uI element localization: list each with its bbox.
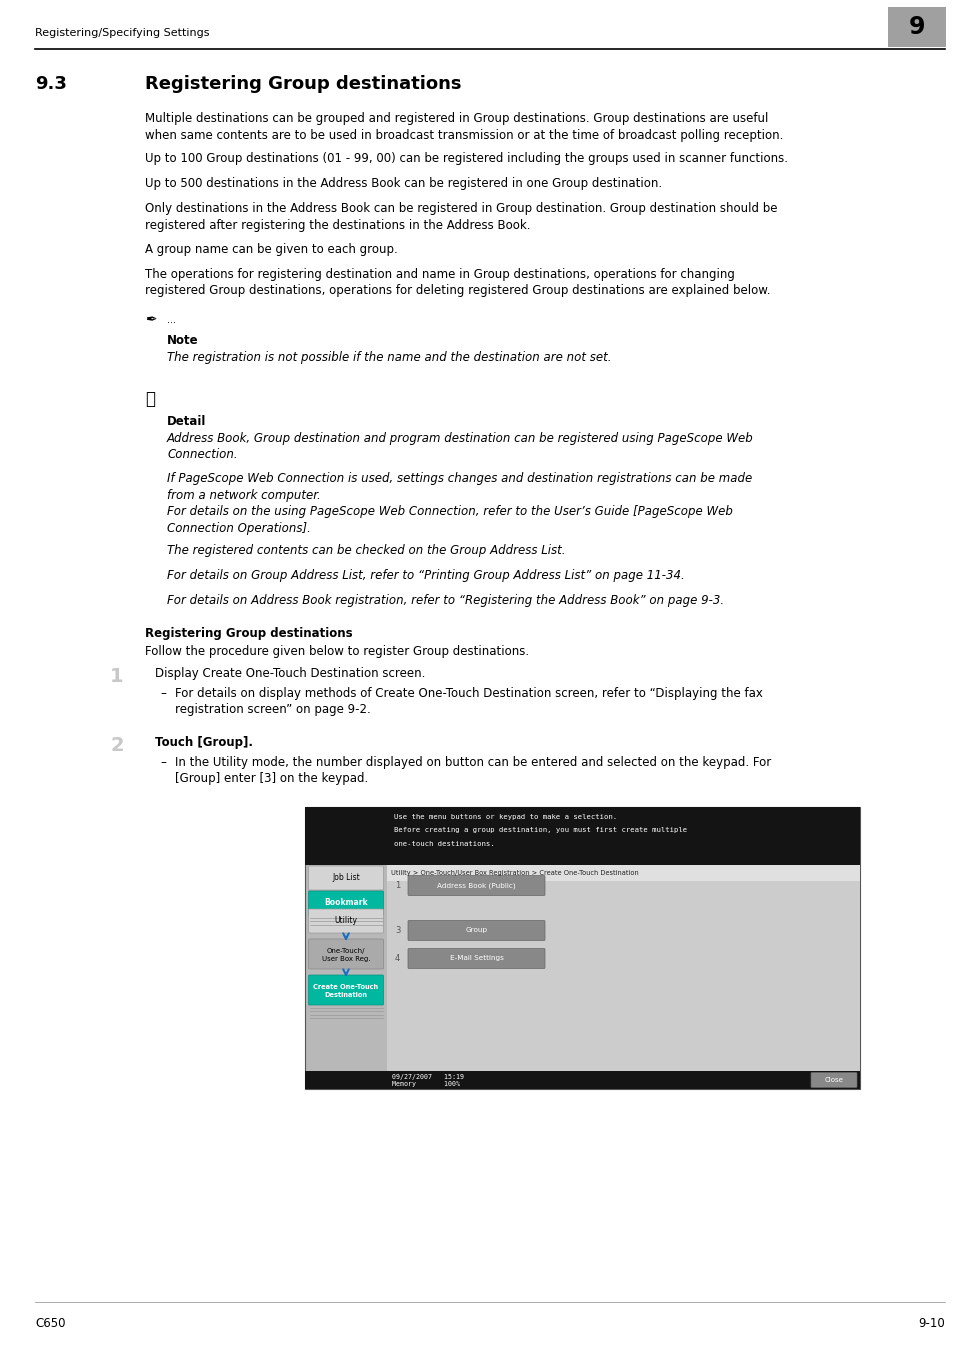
- Text: Detail: Detail: [167, 414, 206, 428]
- FancyBboxPatch shape: [408, 876, 544, 895]
- Text: Address Book, Group destination and program destination can be registered using : Address Book, Group destination and prog…: [167, 432, 753, 462]
- FancyBboxPatch shape: [408, 949, 544, 968]
- Text: Registering Group destinations: Registering Group destinations: [145, 626, 353, 640]
- Text: 🔍: 🔍: [145, 390, 154, 408]
- Text: Registering/Specifying Settings: Registering/Specifying Settings: [35, 28, 210, 38]
- Text: If PageScope Web Connection is used, settings changes and destination registrati: If PageScope Web Connection is used, set…: [167, 472, 752, 535]
- Text: 1: 1: [110, 667, 124, 686]
- FancyBboxPatch shape: [308, 975, 383, 1004]
- Text: User Box Reg.: User Box Reg.: [321, 956, 370, 963]
- Text: Address Book (Public): Address Book (Public): [436, 883, 516, 888]
- Text: Create One-Touch: Create One-Touch: [314, 984, 378, 990]
- Text: Utility > One-Touch/User Box Registration > Create One-Touch Destination: Utility > One-Touch/User Box Registratio…: [391, 871, 639, 876]
- Text: A group name can be given to each group.: A group name can be given to each group.: [145, 243, 397, 256]
- Text: Follow the procedure given below to register Group destinations.: Follow the procedure given below to regi…: [145, 645, 529, 657]
- Text: 09/27/2007   15:19: 09/27/2007 15:19: [392, 1075, 463, 1080]
- FancyBboxPatch shape: [305, 807, 859, 865]
- Text: Up to 500 destinations in the Address Book can be registered in one Group destin: Up to 500 destinations in the Address Bo…: [145, 177, 661, 190]
- Text: Utility: Utility: [335, 917, 357, 926]
- Text: 2: 2: [110, 736, 124, 755]
- Text: Up to 100 Group destinations (01 - 99, 00) can be registered including the group: Up to 100 Group destinations (01 - 99, 0…: [145, 153, 787, 166]
- Text: –: –: [160, 756, 166, 770]
- FancyBboxPatch shape: [810, 1072, 856, 1088]
- Text: 3: 3: [395, 926, 400, 936]
- Text: One-Touch/: One-Touch/: [327, 948, 365, 954]
- Text: Touch [Group].: Touch [Group].: [154, 736, 253, 749]
- Text: 9: 9: [908, 15, 924, 39]
- Text: Job List: Job List: [332, 873, 359, 883]
- Text: For details on display methods of Create One-Touch Destination screen, refer to : For details on display methods of Create…: [174, 687, 762, 717]
- Text: 4: 4: [395, 954, 400, 963]
- Text: Registering Group destinations: Registering Group destinations: [145, 76, 461, 93]
- Text: For details on Group Address List, refer to “Printing Group Address List” on pag: For details on Group Address List, refer…: [167, 568, 684, 582]
- Text: Display Create One-Touch Destination screen.: Display Create One-Touch Destination scr…: [154, 667, 425, 680]
- Text: ...: ...: [167, 316, 175, 325]
- Text: Note: Note: [167, 335, 198, 347]
- Text: E-Mail Settings: E-Mail Settings: [449, 956, 503, 961]
- FancyBboxPatch shape: [387, 865, 859, 882]
- FancyBboxPatch shape: [308, 891, 383, 915]
- Text: Bookmark: Bookmark: [324, 899, 368, 907]
- Text: 9.3: 9.3: [35, 76, 67, 93]
- Text: Use the menu buttons or keypad to make a selection.: Use the menu buttons or keypad to make a…: [394, 814, 617, 819]
- Text: Group: Group: [465, 927, 487, 933]
- Text: Memory       100%: Memory 100%: [392, 1081, 459, 1087]
- Text: Multiple destinations can be grouped and registered in Group destinations. Group: Multiple destinations can be grouped and…: [145, 112, 782, 142]
- Text: C650: C650: [35, 1318, 66, 1330]
- FancyBboxPatch shape: [408, 921, 544, 941]
- FancyBboxPatch shape: [387, 882, 859, 1071]
- FancyBboxPatch shape: [305, 807, 859, 1089]
- Text: Only destinations in the Address Book can be registered in Group destination. Gr: Only destinations in the Address Book ca…: [145, 202, 777, 232]
- Text: one-touch destinations.: one-touch destinations.: [394, 841, 494, 846]
- FancyBboxPatch shape: [308, 909, 383, 933]
- Text: Destination: Destination: [324, 992, 367, 998]
- FancyBboxPatch shape: [887, 7, 945, 47]
- Text: The registered contents can be checked on the Group Address List.: The registered contents can be checked o…: [167, 544, 565, 558]
- Text: In the Utility mode, the number displayed on button can be entered and selected : In the Utility mode, the number displaye…: [174, 756, 770, 786]
- FancyBboxPatch shape: [305, 1071, 859, 1089]
- Text: Close: Close: [823, 1077, 842, 1083]
- Text: The registration is not possible if the name and the destination are not set.: The registration is not possible if the …: [167, 351, 611, 364]
- Text: 9-10: 9-10: [918, 1318, 944, 1330]
- Text: ✒: ✒: [145, 313, 156, 328]
- FancyBboxPatch shape: [308, 940, 383, 969]
- Text: Before creating a group destination, you must first create multiple: Before creating a group destination, you…: [394, 828, 686, 833]
- Text: For details on Address Book registration, refer to “Registering the Address Book: For details on Address Book registration…: [167, 594, 723, 608]
- Text: 1: 1: [395, 882, 400, 890]
- Text: –: –: [160, 687, 166, 701]
- Text: The operations for registering destination and name in Group destinations, opera: The operations for registering destinati…: [145, 269, 770, 297]
- FancyBboxPatch shape: [308, 865, 383, 890]
